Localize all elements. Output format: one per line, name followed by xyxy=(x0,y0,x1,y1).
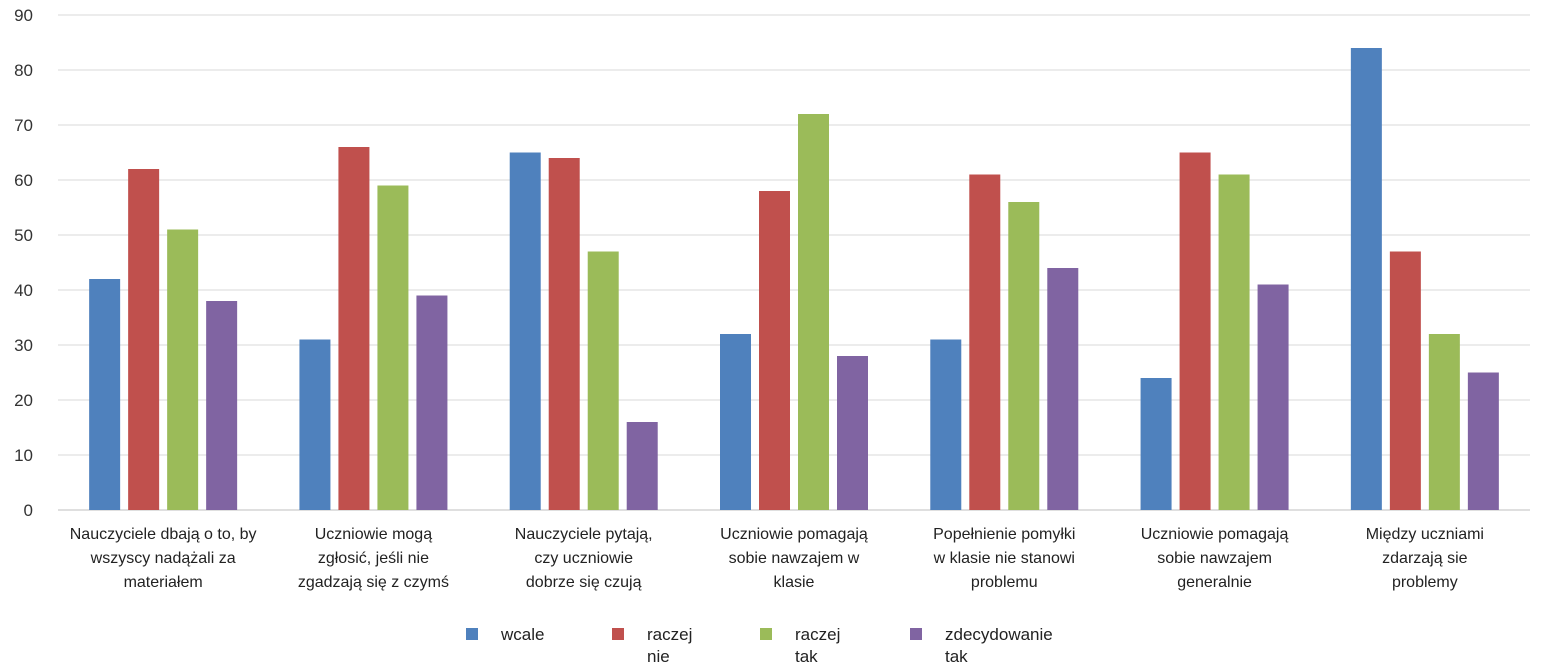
legend-label: zdecydowanie tak xyxy=(945,625,1053,666)
bar xyxy=(338,147,370,510)
bar xyxy=(1008,202,1040,510)
x-category-label: Nauczyciele dbają o to, by wszyscy nadąża… xyxy=(70,526,257,591)
legend-swatch xyxy=(612,628,624,640)
y-axis-tick-labels: 0 10 20 30 40 50 60 70 80 90 xyxy=(14,6,33,520)
bar xyxy=(1467,372,1499,510)
bar xyxy=(299,339,331,510)
x-category-label: Popełnienie pomyłki w klasie nie stanowi p… xyxy=(933,526,1076,591)
legend-label: raczej tak xyxy=(795,625,841,666)
legend-swatch xyxy=(466,628,478,640)
bar xyxy=(1047,268,1079,510)
y-tick-label: 40 xyxy=(14,281,33,300)
bar xyxy=(1257,284,1289,510)
bar xyxy=(416,295,448,510)
legend-swatch xyxy=(760,628,772,640)
bar xyxy=(720,334,751,510)
legend-swatch xyxy=(910,628,922,640)
bar xyxy=(509,152,541,510)
y-tick-label: 90 xyxy=(14,6,33,25)
y-tick-label: 50 xyxy=(14,226,33,245)
legend: wcale raczej nie raczej tak zdecydowanie tak xyxy=(0,625,1546,671)
bar xyxy=(798,114,829,510)
x-category-label: Uczniowie pomagają sobie nawzajem w klasie xyxy=(720,526,868,591)
legend-label: raczej nie xyxy=(647,625,693,666)
bar xyxy=(377,185,409,510)
bar xyxy=(837,356,868,510)
bars xyxy=(89,48,1499,510)
y-tick-label: 80 xyxy=(14,61,33,80)
bar xyxy=(930,339,962,510)
y-tick-label: 0 xyxy=(24,501,33,520)
bar xyxy=(128,169,160,510)
bar xyxy=(1428,334,1460,510)
bar xyxy=(1218,174,1250,510)
bar xyxy=(167,229,199,510)
y-tick-label: 30 xyxy=(14,336,33,355)
bar xyxy=(89,279,121,510)
bar xyxy=(759,191,790,510)
bar xyxy=(1140,378,1172,510)
x-category-label: Nauczyciele pytają, czy uczniowie dobrze s… xyxy=(515,526,653,591)
bar xyxy=(587,251,619,510)
x-category-label: Między uczniami zdarzają sie problemy xyxy=(1366,526,1484,591)
y-tick-label: 10 xyxy=(14,446,33,465)
bar xyxy=(206,301,238,510)
bar xyxy=(626,422,658,510)
y-tick-label: 20 xyxy=(14,391,33,410)
bar xyxy=(969,174,1001,510)
y-tick-label: 70 xyxy=(14,116,33,135)
bar xyxy=(1350,48,1382,510)
bar xyxy=(548,158,580,510)
legend-label: wcale xyxy=(501,625,545,644)
bar xyxy=(1179,152,1211,510)
x-category-label: Uczniowie pomagają sobie nawzajem generaln… xyxy=(1141,526,1289,591)
x-axis-category-labels: Nauczyciele dbają o to, by wszyscy nadąża… xyxy=(70,526,1484,591)
y-tick-label: 60 xyxy=(14,171,33,190)
gridlines xyxy=(58,14,1530,511)
bar xyxy=(1389,251,1421,510)
x-category-label: Uczniowie mogą zgłosić, jeśli nie zgadzają… xyxy=(298,526,449,591)
